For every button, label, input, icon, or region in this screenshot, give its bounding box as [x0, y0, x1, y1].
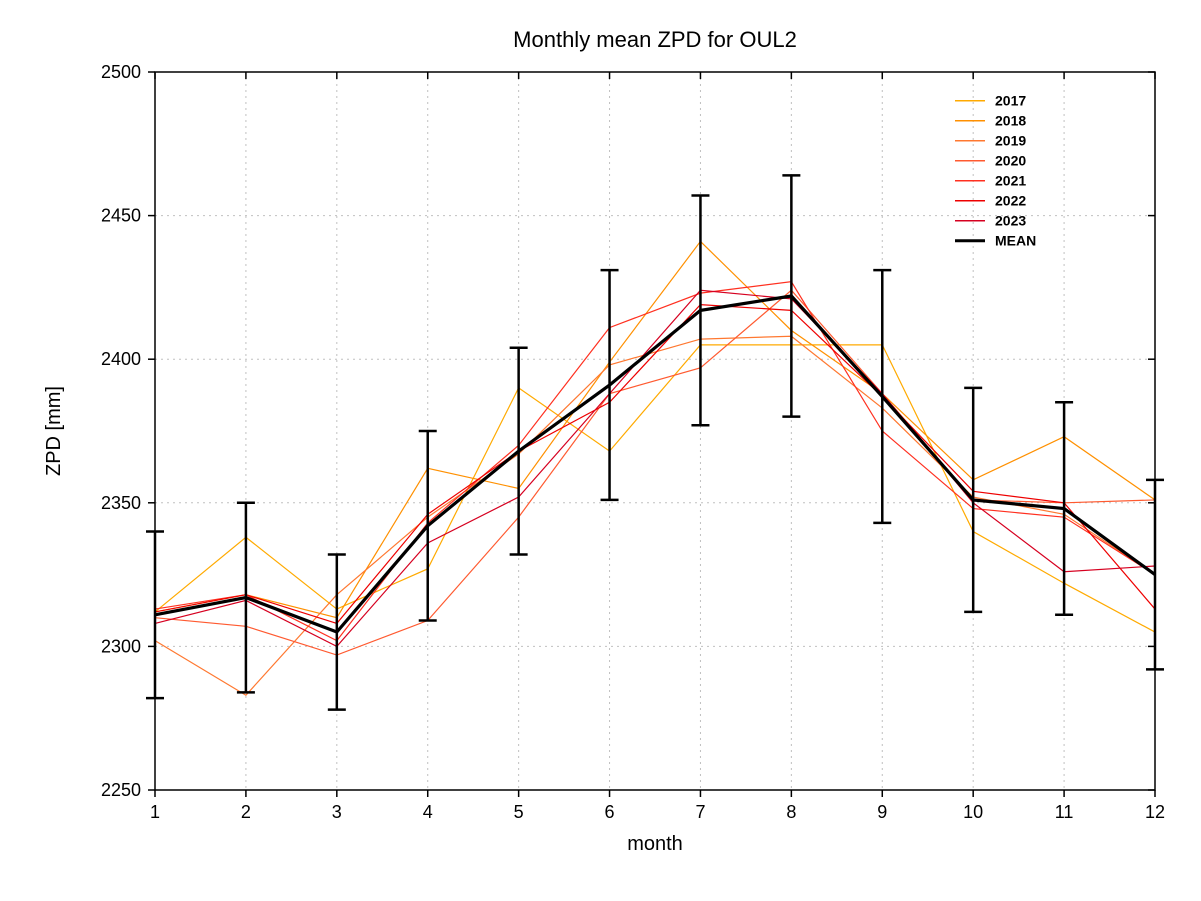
x-tick-label: 7: [695, 802, 705, 822]
y-tick-label: 2400: [101, 349, 141, 369]
legend-label: MEAN: [995, 233, 1036, 249]
x-tick-label: 12: [1145, 802, 1165, 822]
y-tick-label: 2300: [101, 636, 141, 656]
y-tick-label: 2250: [101, 780, 141, 800]
x-tick-label: 6: [605, 802, 615, 822]
x-axis-label: month: [627, 833, 683, 855]
y-tick-label: 2450: [101, 206, 141, 226]
legend-label: 2018: [995, 113, 1026, 129]
x-tick-label: 3: [332, 802, 342, 822]
x-tick-label: 8: [786, 802, 796, 822]
x-tick-label: 1: [150, 802, 160, 822]
legend-label: 2022: [995, 193, 1026, 209]
legend-label: 2020: [995, 153, 1026, 169]
legend-label: 2021: [995, 173, 1026, 189]
legend-label: 2017: [995, 93, 1026, 109]
y-tick-label: 2500: [101, 62, 141, 82]
y-axis-label: ZPD [mm]: [43, 386, 65, 476]
x-tick-label: 5: [514, 802, 524, 822]
chart-container: 123456789101112225023002350240024502500M…: [0, 0, 1201, 901]
legend-label: 2023: [995, 213, 1026, 229]
x-tick-label: 11: [1055, 802, 1074, 822]
chart-title: Monthly mean ZPD for OUL2: [513, 27, 797, 52]
x-tick-label: 4: [423, 802, 433, 822]
x-tick-label: 2: [241, 802, 251, 822]
zpd-chart: 123456789101112225023002350240024502500M…: [0, 0, 1201, 901]
x-tick-label: 9: [877, 802, 887, 822]
y-tick-label: 2350: [101, 493, 141, 513]
x-tick-label: 10: [963, 802, 983, 822]
legend-label: 2019: [995, 133, 1026, 149]
